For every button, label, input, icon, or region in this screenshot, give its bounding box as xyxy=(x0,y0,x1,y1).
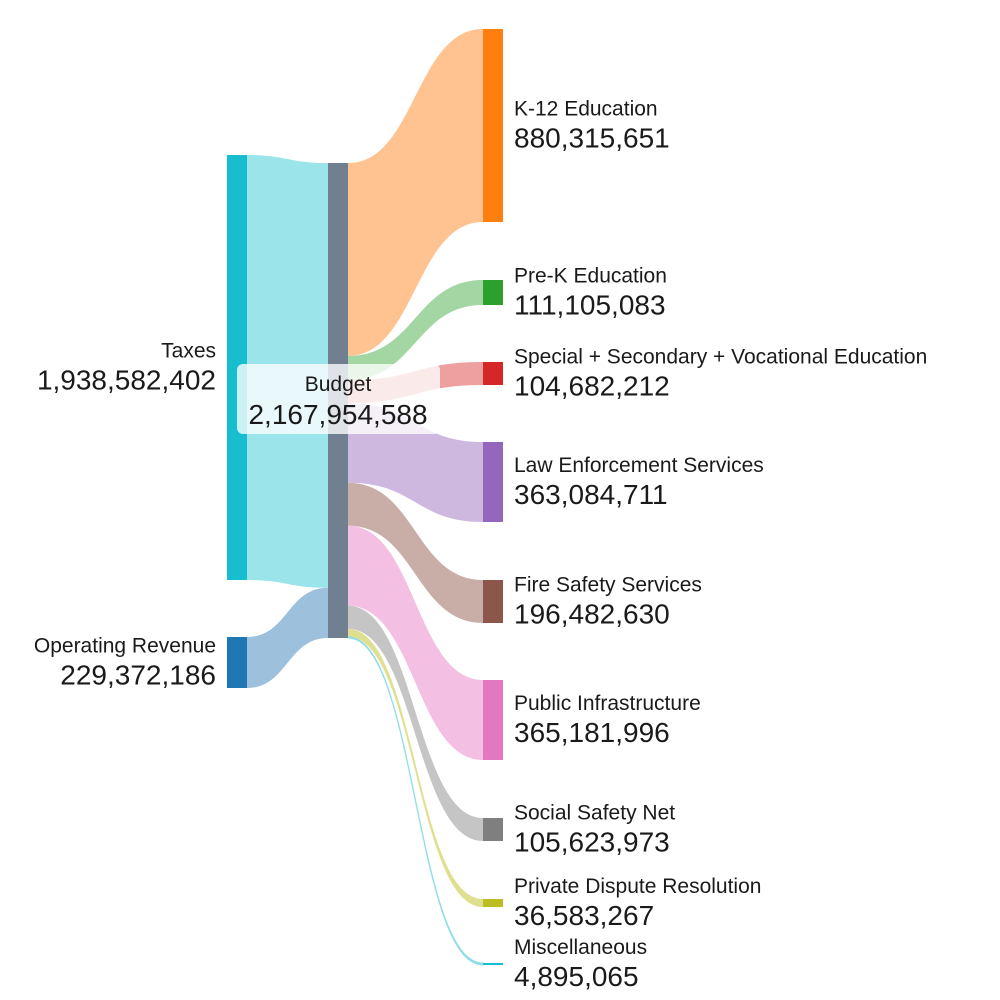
target-name-label: Miscellaneous xyxy=(514,936,647,959)
target-value-label: 4,895,065 xyxy=(514,961,639,992)
target-value-label: 880,315,651 xyxy=(514,123,670,154)
target-name-label: K-12 Education xyxy=(514,98,658,121)
source-name-label: Operating Revenue xyxy=(34,635,216,658)
source-name-label: Taxes xyxy=(161,340,216,363)
target-name-label: Fire Safety Services xyxy=(514,574,702,597)
target-value-label: 36,583,267 xyxy=(514,900,654,931)
node-law-enforcement-services xyxy=(483,442,503,522)
link-budget-to-pre-k-education xyxy=(348,280,483,381)
source-value-label: 1,938,582,402 xyxy=(37,365,216,396)
node-pre-k-education xyxy=(483,280,503,305)
source-value-label: 229,372,186 xyxy=(60,660,216,691)
target-name-label: Special + Secondary + Vocational Educati… xyxy=(514,346,927,369)
target-value-label: 111,105,083 xyxy=(514,290,666,321)
target-value-label: 104,682,212 xyxy=(514,371,670,402)
target-name-label: Pre-K Education xyxy=(514,265,667,288)
target-value-label: 365,181,996 xyxy=(514,717,670,748)
target-name-label: Law Enforcement Services xyxy=(514,454,764,477)
link-budget-to-fire-safety-services xyxy=(348,482,483,623)
node-taxes xyxy=(227,155,247,580)
hub-value-label: 2,167,954,588 xyxy=(248,399,427,430)
link-operating-revenue-to-budget xyxy=(247,587,328,688)
node-fire-safety-services xyxy=(483,580,503,623)
node-private-dispute-resolution xyxy=(483,899,503,907)
node-operating-revenue xyxy=(227,637,247,688)
node-miscellaneous xyxy=(483,963,503,965)
target-name-label: Social Safety Net xyxy=(514,802,675,825)
node-public-infrastructure xyxy=(483,680,503,760)
hub-name-label: Budget xyxy=(305,373,372,396)
node-k-12-education xyxy=(483,29,503,222)
sankey-links xyxy=(247,29,484,966)
target-name-label: Public Infrastructure xyxy=(514,692,701,715)
budget-label-box xyxy=(237,364,440,434)
node-social-safety-net xyxy=(483,818,503,841)
link-budget-to-private-dispute-resolution xyxy=(348,628,483,907)
target-value-label: 196,482,630 xyxy=(514,599,670,630)
target-value-label: 105,623,973 xyxy=(514,827,670,858)
node-special-secondary-vocational-education xyxy=(483,362,503,385)
target-name-label: Private Dispute Resolution xyxy=(514,875,761,898)
link-budget-to-public-infrastructure xyxy=(348,525,483,760)
link-budget-to-social-safety-net xyxy=(348,605,483,841)
link-budget-to-k-12-education xyxy=(348,29,483,356)
target-value-label: 363,084,711 xyxy=(514,479,668,510)
